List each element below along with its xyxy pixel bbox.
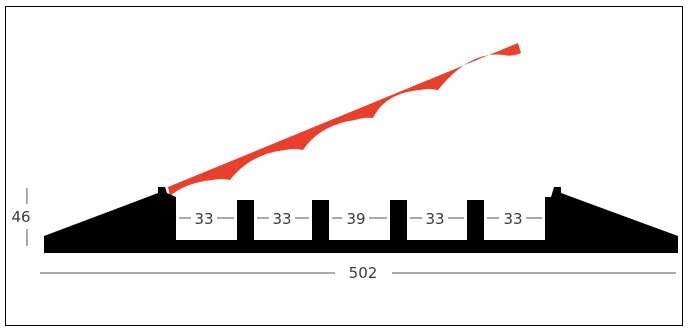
height-label: 46 [11,208,30,226]
base-profile [44,187,678,253]
channel-2-width: 33 [272,210,291,228]
diagram-border [5,6,683,326]
overall-width-label: 502 [349,264,378,282]
channel-5-width: 33 [503,210,522,228]
channel-4-width: 33 [425,210,444,228]
lid-cover [168,43,521,196]
channel-3-width: 39 [346,210,365,228]
channel-1-width: 33 [194,210,213,228]
